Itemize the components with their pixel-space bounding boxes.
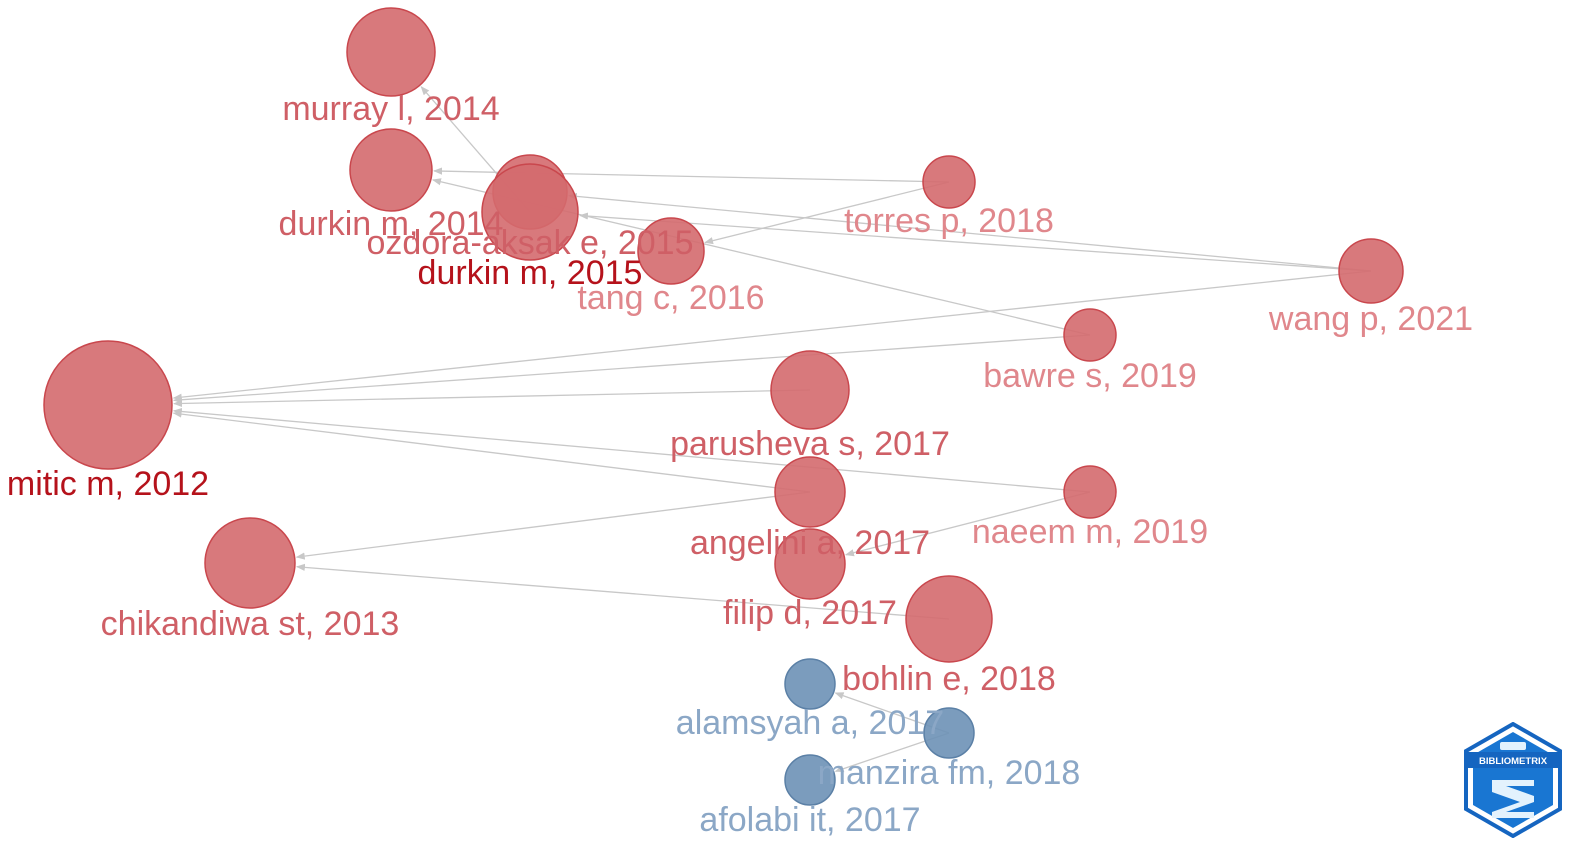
node-label-mitic-m-2012: mitic m, 2012 — [7, 465, 209, 503]
edge-angelini-a-2017-to-chikandiwa-st-2013 — [295, 491, 811, 560]
node-murray-l-2014[interactable] — [346, 7, 436, 97]
node-label-manzira-fm-2018: manzira fm, 2018 — [818, 754, 1081, 792]
node-chikandiwa-st-2013[interactable] — [204, 517, 296, 609]
node-wang-p-2021[interactable] — [1338, 238, 1404, 304]
node-label-bohlin-e-2018: bohlin e, 2018 — [842, 660, 1056, 698]
node-label-angelini-a-2017: angelini a, 2017 — [690, 524, 930, 562]
node-label-filip-d-2017: filip d, 2017 — [723, 594, 897, 632]
node-label-afolabi-it-2017: afolabi it, 2017 — [699, 801, 920, 839]
node-manzira-fm-2018[interactable] — [923, 707, 975, 759]
node-label-tang-c-2016: tang c, 2016 — [577, 279, 764, 317]
node-afolabi-it-2017[interactable] — [784, 754, 836, 806]
edge-bohlin-e-2018-to-chikandiwa-st-2013 — [295, 563, 950, 620]
edge-parusheva-s-2017-to-mitic-m-2012 — [173, 389, 811, 408]
node-label-ozdora-aksak-e-2015: ozdora-aksak e, 2015 — [367, 224, 694, 262]
node-parusheva-s-2017[interactable] — [770, 350, 850, 430]
labels-layer: murray l, 2014 durkin m, 2014ozdora-aksak… — [7, 90, 1473, 839]
node-alamsyah-a-2017[interactable] — [784, 658, 836, 710]
logo-text: BIBLIOMETRIX — [1479, 756, 1548, 767]
node-label-durkin-m-2015: durkin m, 2015 — [418, 254, 643, 292]
node-bohlin-e-2018[interactable] — [905, 575, 993, 663]
edge-bawre-s-2019-to-mitic-m-2012 — [172, 334, 1091, 404]
node-bawre-s-2019[interactable] — [1063, 308, 1117, 362]
nodes-layer — [43, 7, 1404, 806]
node-torres-p-2018[interactable] — [922, 155, 976, 209]
edge-naeem-m-2019-to-filip-d-2017 — [844, 491, 1091, 557]
node-label-durkin-m-2014: durkin m, 2014 — [279, 205, 504, 243]
node-label-wang-p-2021: wang p, 2021 — [1268, 300, 1473, 338]
edge-wang-p-2021-to-ozdora-aksak-e-2015 — [567, 192, 1372, 272]
node-mitic-m-2012[interactable] — [43, 340, 173, 470]
edge-naeem-m-2019-to-mitic-m-2012 — [172, 407, 1091, 493]
edge-angelini-a-2017-to-mitic-m-2012 — [172, 410, 811, 493]
edge-wang-p-2021-to-durkin-m-2015 — [578, 212, 1372, 272]
node-label-chikandiwa-st-2013: chikandiwa st, 2013 — [101, 605, 400, 643]
node-label-parusheva-s-2017: parusheva s, 2017 — [670, 425, 950, 463]
node-angelini-a-2017[interactable] — [774, 456, 846, 528]
node-filip-d-2017[interactable] — [774, 528, 846, 600]
edge-torres-p-2018-to-tang-c-2016 — [704, 181, 950, 245]
bibliometrix-logo: BIBLIOMETRIX — [1464, 722, 1562, 838]
edge-wang-p-2021-to-mitic-m-2012 — [172, 270, 1372, 401]
node-naeem-m-2019[interactable] — [1063, 465, 1117, 519]
node-durkin-m-2014[interactable] — [349, 128, 433, 212]
node-label-alamsyah-a-2017: alamsyah a, 2017 — [676, 704, 944, 742]
node-durkin-m-2015[interactable] — [481, 163, 579, 261]
node-label-torres-p-2018: torres p, 2018 — [844, 202, 1054, 240]
node-tang-c-2016[interactable] — [637, 217, 705, 285]
node-label-murray-l-2014: murray l, 2014 — [282, 90, 499, 128]
node-label-bawre-s-2019: bawre s, 2019 — [983, 357, 1197, 395]
node-label-naeem-m-2019: naeem m, 2019 — [972, 513, 1208, 551]
edges-layer — [172, 86, 1372, 773]
